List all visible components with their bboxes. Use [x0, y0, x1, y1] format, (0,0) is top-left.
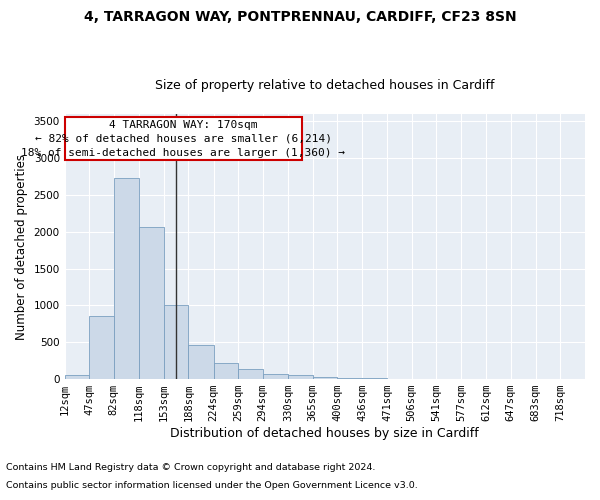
Text: Contains HM Land Registry data © Crown copyright and database right 2024.: Contains HM Land Registry data © Crown c…: [6, 464, 376, 472]
Text: 4, TARRAGON WAY, PONTPRENNAU, CARDIFF, CF23 8SN: 4, TARRAGON WAY, PONTPRENNAU, CARDIFF, C…: [83, 10, 517, 24]
Y-axis label: Number of detached properties: Number of detached properties: [15, 154, 28, 340]
Title: Size of property relative to detached houses in Cardiff: Size of property relative to detached ho…: [155, 79, 494, 92]
Bar: [288, 376, 313, 379]
Bar: [188, 345, 214, 379]
Bar: [214, 362, 238, 379]
Bar: [114, 178, 139, 379]
Bar: [89, 316, 114, 379]
X-axis label: Distribution of detached houses by size in Cardiff: Distribution of detached houses by size …: [170, 427, 479, 440]
Text: 4 TARRAGON WAY: 170sqm
← 82% of detached houses are smaller (6,214)
18% of semi-: 4 TARRAGON WAY: 170sqm ← 82% of detached…: [22, 120, 346, 158]
Bar: [164, 304, 188, 379]
Bar: [65, 375, 89, 379]
FancyBboxPatch shape: [65, 117, 302, 160]
Bar: [238, 369, 263, 379]
Bar: [362, 378, 387, 379]
Bar: [313, 376, 337, 379]
Bar: [263, 374, 288, 379]
Bar: [337, 378, 362, 379]
Bar: [139, 228, 164, 379]
Text: Contains public sector information licensed under the Open Government Licence v3: Contains public sector information licen…: [6, 481, 418, 490]
